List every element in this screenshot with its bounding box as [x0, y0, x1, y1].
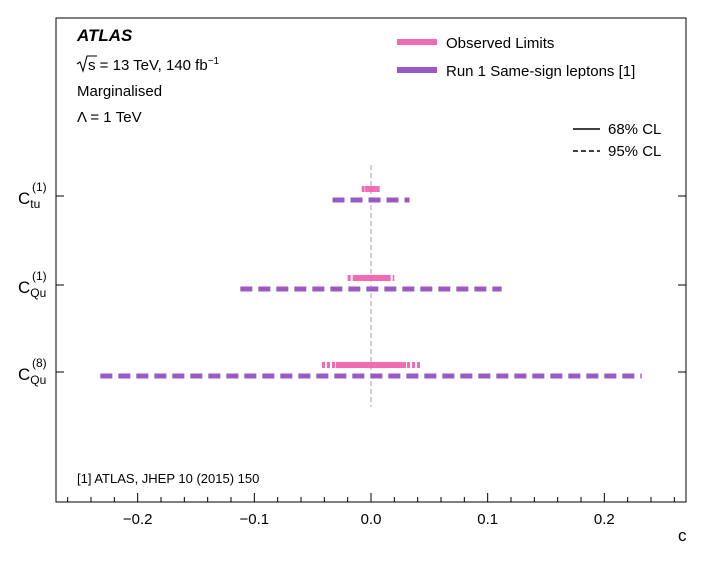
- legend-95-label: 95% CL: [608, 143, 661, 160]
- info-line-marginalised: Marginalised: [77, 83, 162, 100]
- sqrt-s: s: [88, 57, 96, 74]
- legend-run1-label: Run 1 Same-sign leptons [1]: [446, 63, 635, 80]
- legend: Observed Limits Run 1 Same-sign leptons …: [397, 35, 661, 160]
- x-tick-label: 0.2: [594, 511, 615, 528]
- energy-label: s = 13 TeV, 140 fb−1: [76, 55, 220, 74]
- y-category-superscript: (1): [32, 269, 47, 283]
- experiment-label: ATLAS: [76, 26, 133, 45]
- x-axis-label: c: [678, 526, 687, 545]
- x-tick-label: 0.0: [361, 511, 382, 528]
- sqrt-symbol: [76, 55, 97, 73]
- y-category-superscript: (8): [32, 356, 47, 370]
- legend-observed-label: Observed Limits: [446, 35, 554, 52]
- footnote: [1] ATLAS, JHEP 10 (2015) 150: [77, 471, 259, 486]
- svg-text:s = 13 TeV, 140 fb−1: s = 13 TeV, 140 fb−1: [88, 56, 220, 74]
- y-category-label: CQu: [18, 365, 46, 387]
- x-tick-label: −0.1: [240, 511, 270, 528]
- y-category-label: CQu: [18, 278, 46, 300]
- energy-text: = 13 TeV, 140 fb: [100, 57, 208, 74]
- x-tick-label: 0.1: [477, 511, 498, 528]
- legend-68-label: 68% CL: [608, 121, 661, 138]
- y-category-label: Ctu: [18, 189, 40, 211]
- y-category-superscript: (1): [32, 180, 47, 194]
- x-tick-label: −0.2: [123, 511, 153, 528]
- energy-superscript: −1: [208, 56, 220, 67]
- info-line-lambda: Λ = 1 TeV: [77, 109, 142, 126]
